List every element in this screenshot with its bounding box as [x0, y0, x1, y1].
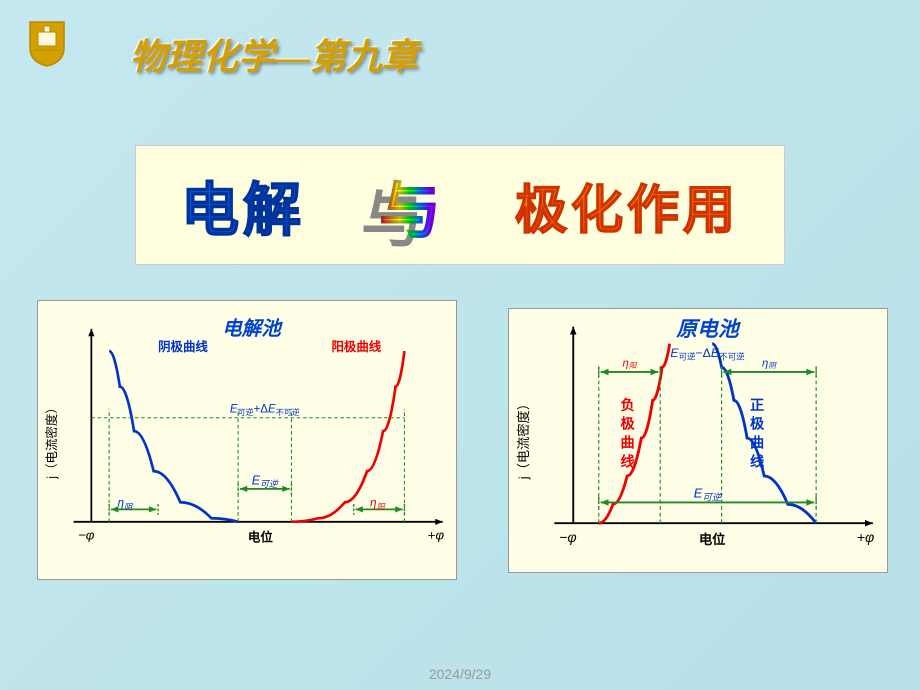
- svg-text:−φ: −φ: [78, 528, 95, 543]
- svg-text:E可逆−ΔE不可逆: E可逆−ΔE不可逆: [670, 346, 745, 362]
- date-stamp: 2024/9/29: [429, 666, 491, 682]
- svg-text:−φ: −φ: [559, 530, 577, 546]
- svg-text:+φ: +φ: [428, 528, 445, 543]
- svg-text:η阴: η阴: [118, 498, 133, 512]
- svg-text:+φ: +φ: [857, 530, 875, 546]
- svg-text:线: 线: [750, 453, 764, 470]
- svg-text:电位: 电位: [699, 531, 725, 547]
- galvanic-cell-chart: 原电池j（电流密度）负极曲线正极曲线E可逆−ΔE不可逆 η阳 η阴 E可逆−φ+…: [508, 308, 888, 573]
- svg-text:电位: 电位: [248, 529, 273, 544]
- svg-text:j（电流密度）: j（电流密度）: [515, 397, 531, 480]
- banner-word-and: 与: [379, 160, 441, 250]
- svg-text:η阴: η阴: [762, 357, 777, 370]
- svg-text:正: 正: [750, 398, 764, 414]
- svg-text:j（电流密度）: j（电流密度）: [44, 401, 59, 479]
- svg-text:E可逆: E可逆: [694, 486, 723, 504]
- svg-text:极: 极: [621, 416, 636, 433]
- svg-text:曲: 曲: [621, 435, 635, 452]
- svg-text:η阳: η阳: [623, 357, 638, 370]
- svg-text:阳极曲线: 阳极曲线: [331, 339, 381, 354]
- svg-text:E可逆: E可逆: [252, 473, 279, 489]
- svg-text:电解池: 电解池: [222, 318, 283, 340]
- electrolysis-cell-chart: 电解池 j（电流密度） 阴极曲线 阳极曲线 E可逆 E可逆+ΔE不可逆 η阴 η阳 −φ +…: [37, 300, 457, 580]
- svg-text:η阳: η阳: [370, 498, 385, 512]
- svg-text:极: 极: [750, 416, 765, 433]
- chapter-title: 物理化学—第九章: [130, 28, 418, 80]
- title-banner: 电解 与 与 极化作用: [135, 145, 785, 265]
- banner-word-electrolysis: 电解: [181, 163, 305, 247]
- svg-text:负: 负: [621, 397, 635, 414]
- university-logo-icon: [28, 18, 66, 68]
- svg-text:阴极曲线: 阴极曲线: [158, 339, 208, 354]
- svg-text:曲: 曲: [750, 435, 764, 452]
- svg-text:线: 线: [621, 453, 635, 470]
- svg-text:E可逆+ΔE不可逆: E可逆+ΔE不可逆: [230, 403, 300, 417]
- banner-word-and-wrap: 与 与: [355, 165, 465, 245]
- banner-word-polarization: 极化作用: [515, 168, 739, 243]
- svg-text:原电池: 原电池: [676, 318, 742, 341]
